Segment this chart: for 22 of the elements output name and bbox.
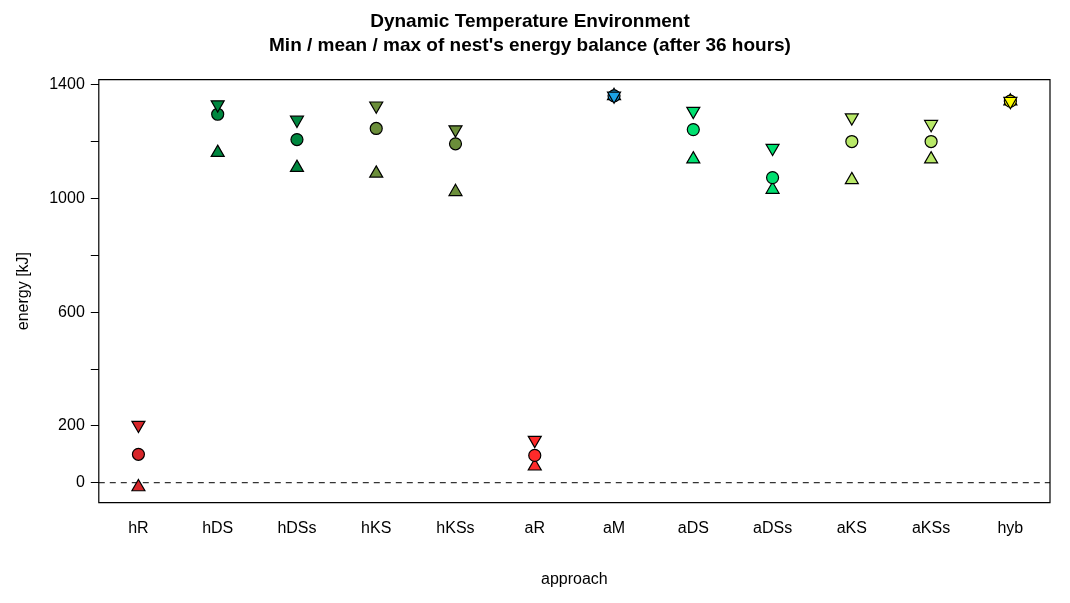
y-tick-label: 600 (58, 302, 85, 320)
y-tick-label: 200 (58, 416, 85, 434)
y-axis-title: energy [kJ] (14, 251, 32, 331)
x-tick-label: hDS (202, 518, 234, 536)
x-tick-label: aDSs (753, 518, 793, 536)
x-axis-title: approach (541, 569, 608, 587)
x-tick-label: hKS (361, 518, 392, 536)
y-tick-label: 1000 (49, 189, 85, 207)
x-tick-label: hDSs (277, 518, 317, 536)
x-tick-label: aDS (677, 518, 709, 536)
x-tick-label: aM (602, 518, 626, 536)
x-tick-label: aKS (836, 518, 867, 536)
chart-subtitle: Min / mean / max of nest's energy balance (after 36 hours) (269, 34, 791, 56)
x-tick-label: hR (128, 518, 149, 536)
x-tick-label: aR (524, 518, 545, 536)
x-tick-label: hKSs (436, 518, 475, 536)
x-tick-label: aKSs (911, 518, 951, 536)
chart-title: Dynamic Temperature Environment (370, 9, 691, 31)
y-tick-label: 1400 (49, 75, 85, 93)
y-tick-label: 0 (75, 473, 85, 491)
x-tick-label: hyb (997, 518, 1024, 536)
point (131, 478, 146, 492)
